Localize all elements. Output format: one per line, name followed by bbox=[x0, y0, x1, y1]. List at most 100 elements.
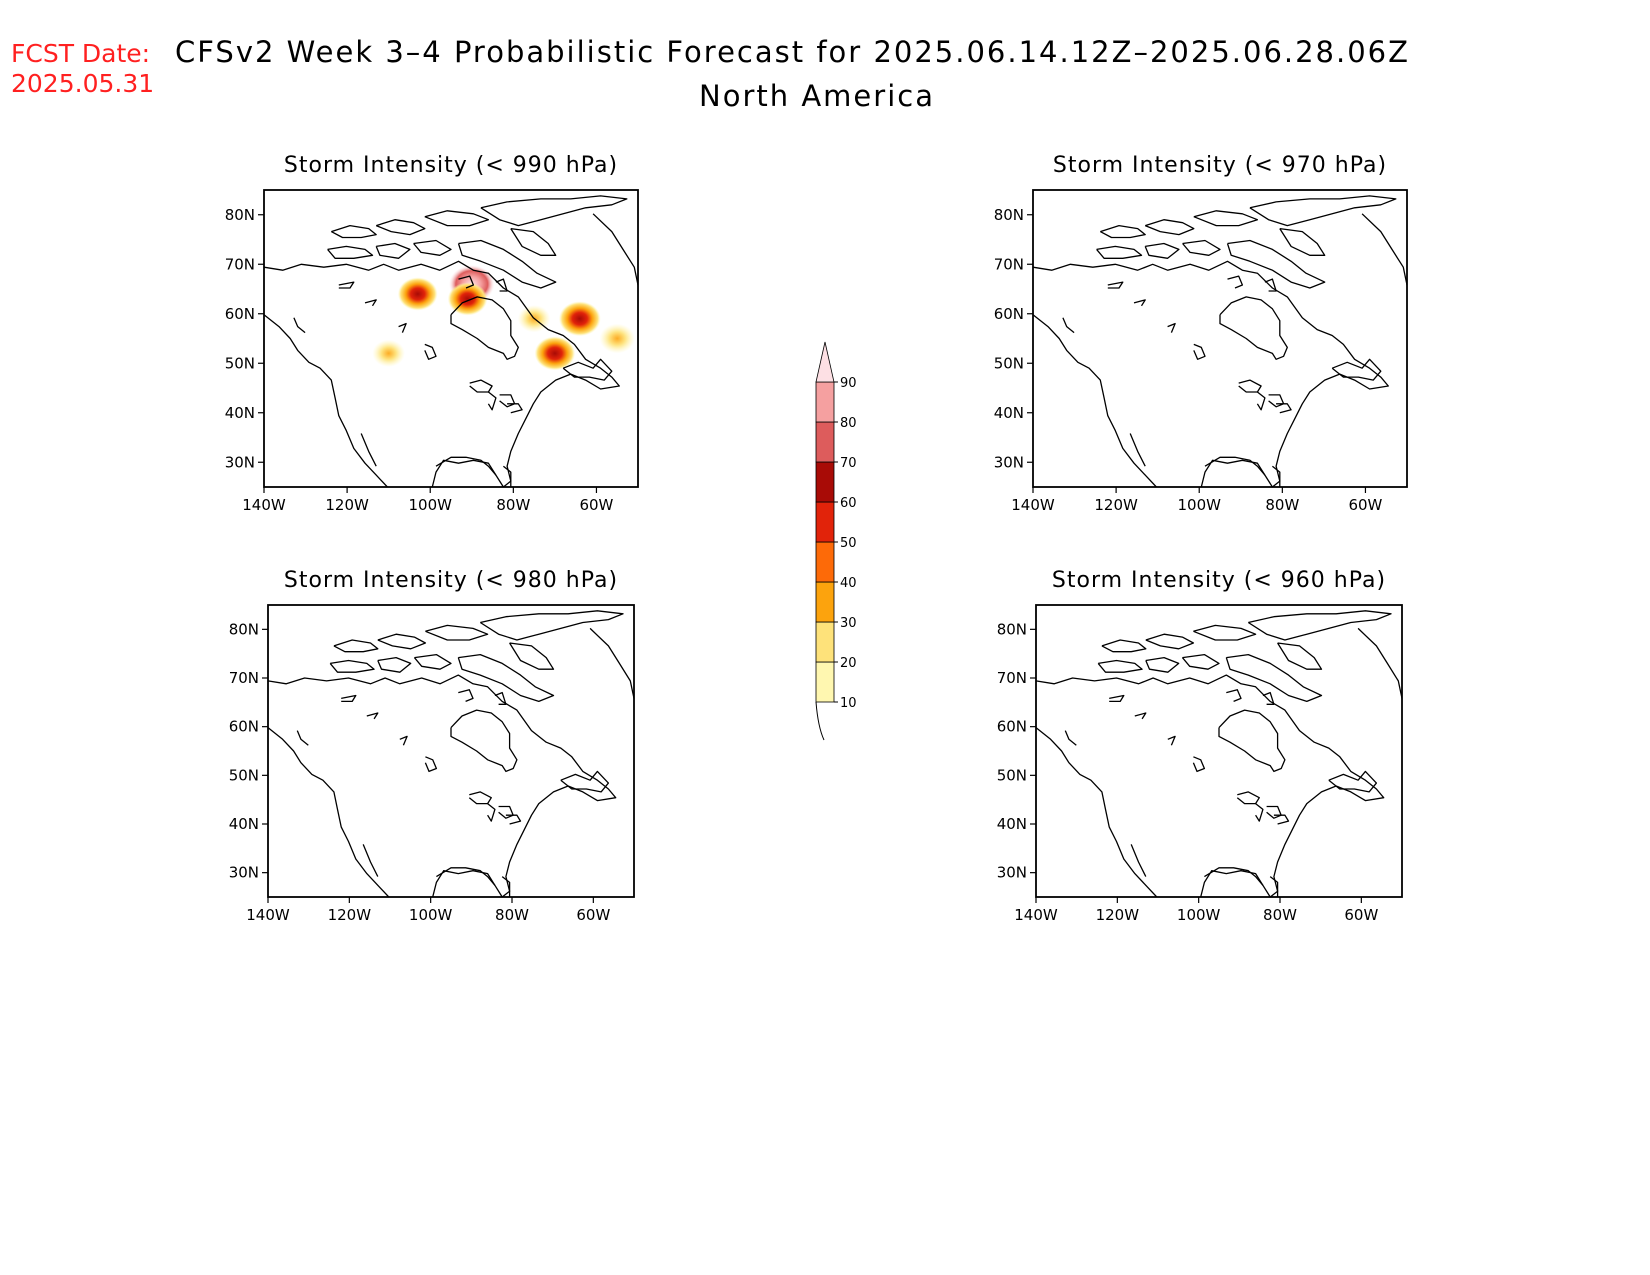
coastline-path bbox=[510, 227, 557, 256]
lon-tick-label: 140W bbox=[1011, 496, 1055, 514]
coastlines bbox=[267, 610, 635, 898]
coastline-path bbox=[1096, 245, 1143, 259]
colorbar-label: 50 bbox=[840, 536, 857, 551]
colorbar-top-arrow bbox=[815, 341, 835, 383]
coastline-path bbox=[1062, 317, 1075, 334]
coastline-path bbox=[296, 730, 309, 746]
coastline-path bbox=[364, 299, 377, 307]
colorbar-label: 30 bbox=[840, 616, 857, 631]
panel-title: Storm Intensity (< 960 hPa) bbox=[1052, 568, 1386, 593]
coastline-path bbox=[469, 379, 493, 393]
lon-tick-label: 140W bbox=[1014, 906, 1058, 924]
lon-tick-label: 120W bbox=[328, 906, 372, 924]
coastline-path bbox=[399, 735, 408, 746]
coastline-path bbox=[1167, 322, 1176, 333]
coastline-path bbox=[495, 278, 508, 292]
coastline-path bbox=[458, 689, 474, 703]
coastline-path bbox=[1277, 642, 1323, 670]
lon-tick-label: 120W bbox=[1096, 906, 1140, 924]
coastline-path bbox=[1107, 281, 1124, 289]
map-panel-3: Storm Intensity (< 980 hPa) 30N 40N 50N 60N 7… bbox=[229, 568, 635, 924]
coastline-path bbox=[1268, 394, 1285, 408]
colorbar-label: 70 bbox=[840, 456, 857, 471]
coastline-path bbox=[1193, 210, 1259, 227]
coastline-path bbox=[1357, 627, 1403, 699]
coastline-path bbox=[1279, 227, 1326, 256]
coastline-path bbox=[377, 656, 412, 673]
coastline-path bbox=[375, 242, 411, 259]
coastline-path bbox=[1035, 674, 1385, 898]
coastline-path bbox=[1276, 403, 1292, 414]
lat-tick-label: 60N bbox=[229, 718, 259, 736]
coastline-path bbox=[338, 281, 355, 289]
coastline-path bbox=[562, 358, 613, 381]
coastline-path bbox=[1167, 735, 1176, 746]
coastline-path bbox=[435, 456, 497, 476]
lon-tick-label: 100W bbox=[408, 496, 452, 514]
coastline-path bbox=[327, 245, 374, 259]
fcst-date-value: 2025.05.31 bbox=[11, 69, 154, 98]
coastline-path bbox=[1255, 803, 1264, 822]
coastline-path bbox=[267, 727, 390, 898]
coastlines bbox=[263, 195, 639, 488]
coastline-path bbox=[1035, 727, 1158, 898]
coastline-path bbox=[505, 814, 522, 825]
lat-tick-label: 50N bbox=[994, 354, 1024, 372]
lat-tick-label: 70N bbox=[225, 255, 255, 273]
lat-tick-label: 50N bbox=[229, 766, 259, 784]
coastline-path bbox=[263, 260, 620, 488]
coastline-path bbox=[502, 465, 512, 487]
lat-tick-label: 80N bbox=[997, 620, 1027, 638]
coastline-path bbox=[1204, 456, 1266, 476]
probability-blob bbox=[534, 336, 576, 371]
map-frame bbox=[267, 604, 635, 898]
coastline-path bbox=[329, 659, 375, 673]
coastline-path bbox=[1144, 219, 1195, 236]
lon-tick-label: 120W bbox=[325, 496, 369, 514]
coastline-path bbox=[1328, 770, 1378, 793]
coastline-path bbox=[366, 712, 379, 720]
lon-tick-label: 80W bbox=[495, 906, 529, 924]
colorbar-segment bbox=[815, 461, 835, 503]
map-frame bbox=[1032, 189, 1408, 488]
colorbar-label: 60 bbox=[840, 496, 857, 511]
lat-tick-label: 40N bbox=[229, 815, 259, 833]
coastline-path bbox=[458, 275, 475, 289]
colorbar-label: 20 bbox=[840, 656, 857, 671]
coastline-path bbox=[1181, 653, 1220, 670]
panel-title: Storm Intensity (< 980 hPa) bbox=[284, 568, 618, 593]
lon-tick-label: 140W bbox=[242, 496, 286, 514]
lon-tick-label: 80W bbox=[1265, 496, 1299, 514]
lon-tick-label: 60W bbox=[1344, 906, 1378, 924]
coastline-path bbox=[501, 876, 511, 897]
coastline-path bbox=[1227, 275, 1244, 289]
coastline-path bbox=[333, 639, 379, 653]
coastline-path bbox=[1249, 195, 1397, 227]
coastline-path bbox=[1032, 260, 1389, 488]
lat-tick-label: 40N bbox=[997, 815, 1027, 833]
coastline-path bbox=[1204, 867, 1264, 886]
coastline-path bbox=[1133, 299, 1146, 307]
map-panel-1: Storm Intensity (< 990 hPa) 30N 40N 50N 60N 7… bbox=[225, 153, 639, 514]
lon-tick-label: 80W bbox=[496, 496, 530, 514]
coastline-path bbox=[424, 756, 438, 773]
lat-tick-label: 60N bbox=[997, 718, 1027, 736]
lat-tick-label: 50N bbox=[225, 354, 255, 372]
coastline-path bbox=[592, 213, 639, 286]
lat-tick-label: 30N bbox=[994, 453, 1024, 471]
coastline-path bbox=[450, 296, 519, 360]
coastline-path bbox=[1101, 639, 1147, 653]
coastline-path bbox=[1193, 343, 1206, 360]
panel-title: Storm Intensity (< 970 hPa) bbox=[1053, 153, 1387, 178]
coastline-path bbox=[450, 709, 518, 773]
coastline-path bbox=[424, 210, 490, 227]
coastline-path bbox=[1064, 730, 1077, 746]
coastline-path bbox=[1226, 239, 1326, 289]
colorbar-segment bbox=[815, 381, 835, 423]
colorbar-segment bbox=[815, 621, 835, 663]
colorbar-segment bbox=[815, 501, 835, 543]
lat-tick-label: 40N bbox=[225, 404, 255, 422]
colorbar-legend: 10 20 30 40 50 60 70 80 90 bbox=[815, 341, 857, 741]
colorbar-label: 40 bbox=[840, 576, 857, 591]
colorbar-bottom-arrow bbox=[815, 701, 825, 741]
